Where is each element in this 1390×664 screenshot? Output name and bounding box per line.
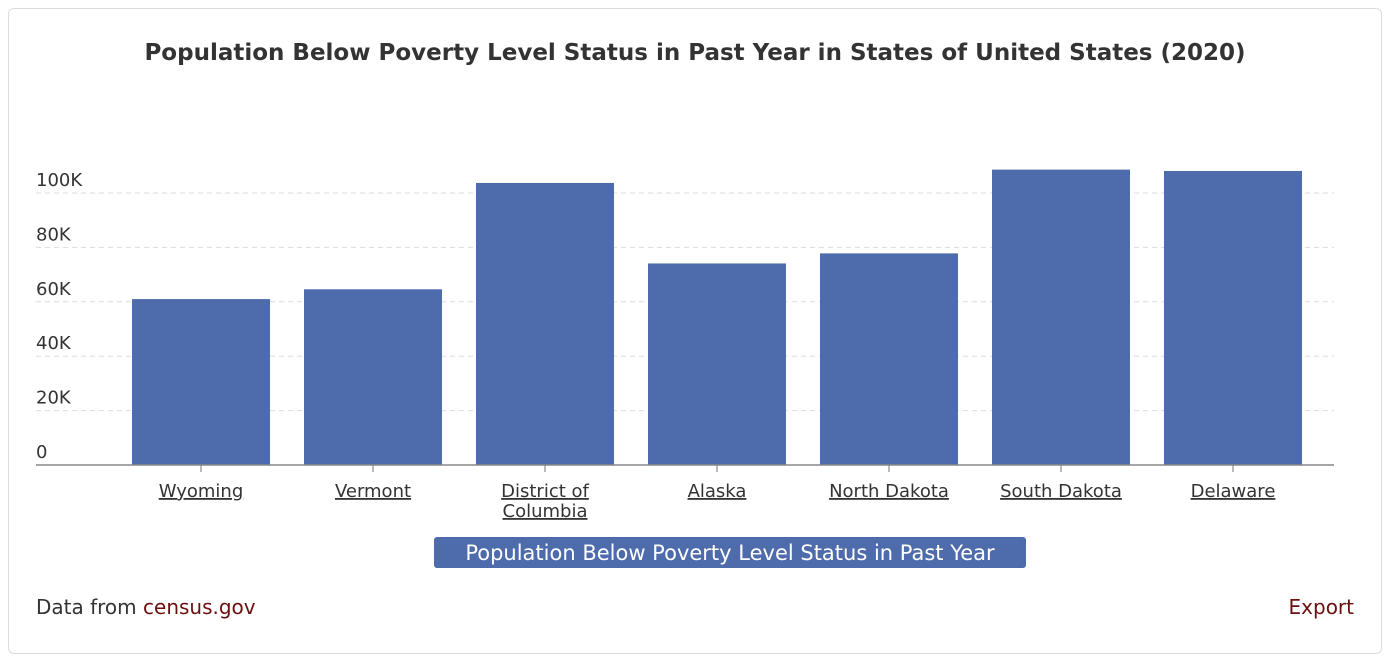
x-tick-label[interactable]: Vermont — [335, 481, 411, 502]
x-tick-label[interactable]: North Dakota — [829, 481, 949, 502]
bar[interactable] — [648, 263, 786, 465]
bar[interactable] — [992, 169, 1130, 465]
y-tick-label: 20K — [36, 388, 72, 409]
x-tick-label[interactable]: Alaska — [688, 481, 747, 502]
data-source: Data from census.gov — [36, 595, 256, 619]
legend-label[interactable]: Population Below Poverty Level Status in… — [465, 541, 995, 565]
bar[interactable] — [132, 299, 270, 465]
bar[interactable] — [1164, 170, 1302, 465]
export-button[interactable]: Export — [1288, 595, 1354, 619]
x-tick-label[interactable]: Delaware — [1191, 481, 1276, 502]
y-tick-label: 100K — [36, 170, 83, 191]
data-source-prefix: Data from — [36, 595, 137, 619]
x-tick-label[interactable]: District of Columbia — [501, 481, 589, 522]
chart-title: Population Below Poverty Level Status in… — [144, 40, 1246, 66]
legend-swatch[interactable] — [434, 537, 1026, 568]
y-tick-label: 80K — [36, 224, 72, 245]
y-tick-label: 40K — [36, 333, 72, 354]
y-tick-label: 60K — [36, 279, 72, 300]
x-tick-label[interactable]: Wyoming — [159, 481, 244, 502]
census-link[interactable]: census.gov — [143, 595, 256, 619]
x-tick-label[interactable]: South Dakota — [1000, 481, 1122, 502]
y-tick-label: 0 — [36, 442, 47, 463]
bar[interactable] — [476, 182, 614, 465]
bar[interactable] — [304, 289, 442, 465]
bar[interactable] — [820, 253, 958, 465]
